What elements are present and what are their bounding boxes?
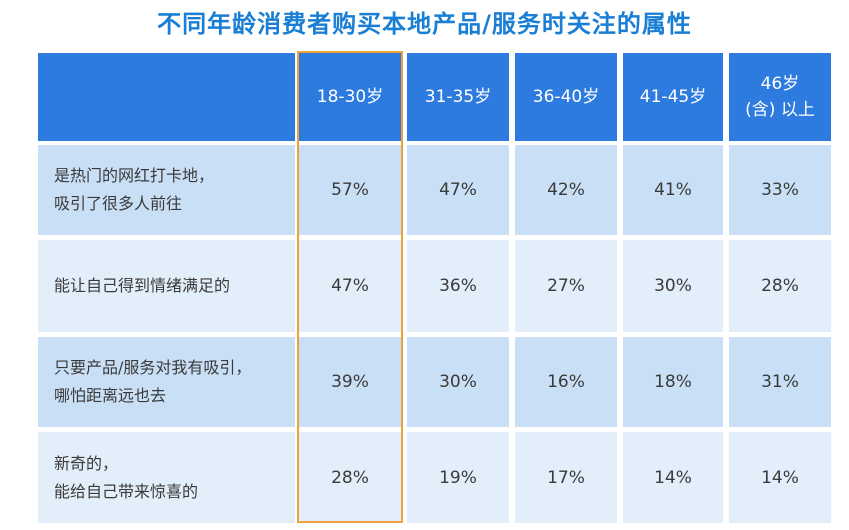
row-label-line: 能给自己带来惊喜的 xyxy=(54,481,199,501)
row-label: 能让自己得到情绪满足的 xyxy=(38,240,295,332)
data-cell: 33% xyxy=(729,145,831,235)
data-cell: 47% xyxy=(407,145,509,235)
row-label-line: 是热门的网红打卡地， xyxy=(54,166,215,185)
header-corner-cell xyxy=(38,53,295,141)
data-cell: 19% xyxy=(407,432,509,523)
column-header: 41-45岁 xyxy=(623,53,723,141)
column-header: 36-40岁 xyxy=(515,53,617,141)
data-cell: 14% xyxy=(623,432,723,523)
column-header: 18-30岁 xyxy=(299,53,401,141)
row-label: 是热门的网红打卡地， 吸引了很多人前往 xyxy=(38,145,295,235)
row-label: 新奇的， 能给自己带来惊喜的 xyxy=(38,432,295,523)
data-cell: 30% xyxy=(623,240,723,332)
column-header-label: 46岁 xyxy=(760,74,800,94)
data-cell: 28% xyxy=(299,432,401,523)
data-cell: 42% xyxy=(515,145,617,235)
row-label-line: 能让自己得到情绪满足的 xyxy=(54,276,231,295)
data-cell: 16% xyxy=(515,337,617,427)
column-header: 31-35岁 xyxy=(407,53,509,141)
data-cell: 17% xyxy=(515,432,617,523)
column-header-label: (含) 以上 xyxy=(745,100,815,120)
data-cell: 39% xyxy=(299,337,401,427)
row-label: 只要产品/服务对我有吸引， 哪怕距离远也去 xyxy=(38,337,295,427)
chart-title: 不同年龄消费者购买本地产品/服务时关注的属性 xyxy=(157,10,692,38)
data-cell: 36% xyxy=(407,240,509,332)
row-label-line: 吸引了很多人前往 xyxy=(54,194,183,213)
row-label-line: 只要产品/服务对我有吸引， xyxy=(54,358,252,377)
data-cell: 57% xyxy=(299,145,401,235)
data-cell: 47% xyxy=(299,240,401,332)
data-cell: 30% xyxy=(407,337,509,427)
row-label-line: 哪怕距离远也去 xyxy=(54,386,167,405)
data-cell: 28% xyxy=(729,240,831,332)
row-label-line: 新奇的， xyxy=(54,453,119,473)
data-cell: 18% xyxy=(623,337,723,427)
data-cell: 27% xyxy=(515,240,617,332)
data-cell: 41% xyxy=(623,145,723,235)
data-cell: 14% xyxy=(729,432,831,523)
column-header: 46岁 (含) 以上 xyxy=(729,53,831,141)
data-cell: 31% xyxy=(729,337,831,427)
